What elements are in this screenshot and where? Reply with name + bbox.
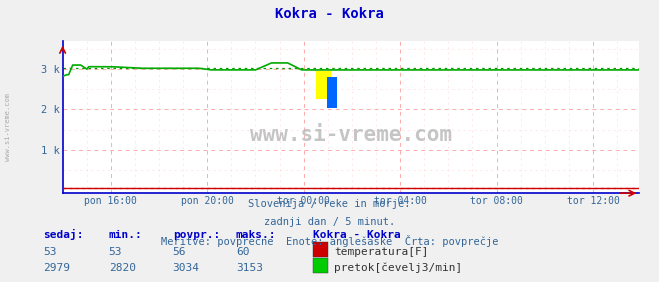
Text: www.si-vreme.com: www.si-vreme.com (5, 93, 11, 161)
Text: sedaj:: sedaj: (43, 229, 83, 240)
Text: 53: 53 (109, 247, 122, 257)
Text: Slovenija / reke in morje.: Slovenija / reke in morje. (248, 199, 411, 209)
Text: temperatura[F]: temperatura[F] (334, 247, 428, 257)
Text: Meritve: povprečne  Enote: anglešaške  Črta: povprečje: Meritve: povprečne Enote: anglešaške Črt… (161, 235, 498, 248)
FancyBboxPatch shape (316, 71, 331, 99)
Text: 56: 56 (173, 247, 186, 257)
Text: 3034: 3034 (173, 263, 200, 273)
Text: min.:: min.: (109, 230, 142, 240)
Text: maks.:: maks.: (236, 230, 276, 240)
FancyBboxPatch shape (327, 78, 337, 108)
Text: www.si-vreme.com: www.si-vreme.com (250, 125, 452, 145)
Text: zadnji dan / 5 minut.: zadnji dan / 5 minut. (264, 217, 395, 227)
Text: 53: 53 (43, 247, 56, 257)
Text: Kokra - Kokra: Kokra - Kokra (313, 230, 401, 240)
Text: 60: 60 (236, 247, 249, 257)
Text: 2820: 2820 (109, 263, 136, 273)
Text: pretok[čevelj3/min]: pretok[čevelj3/min] (334, 263, 463, 273)
Text: 2979: 2979 (43, 263, 70, 273)
Text: 3153: 3153 (236, 263, 263, 273)
Text: povpr.:: povpr.: (173, 230, 220, 240)
Text: Kokra - Kokra: Kokra - Kokra (275, 7, 384, 21)
